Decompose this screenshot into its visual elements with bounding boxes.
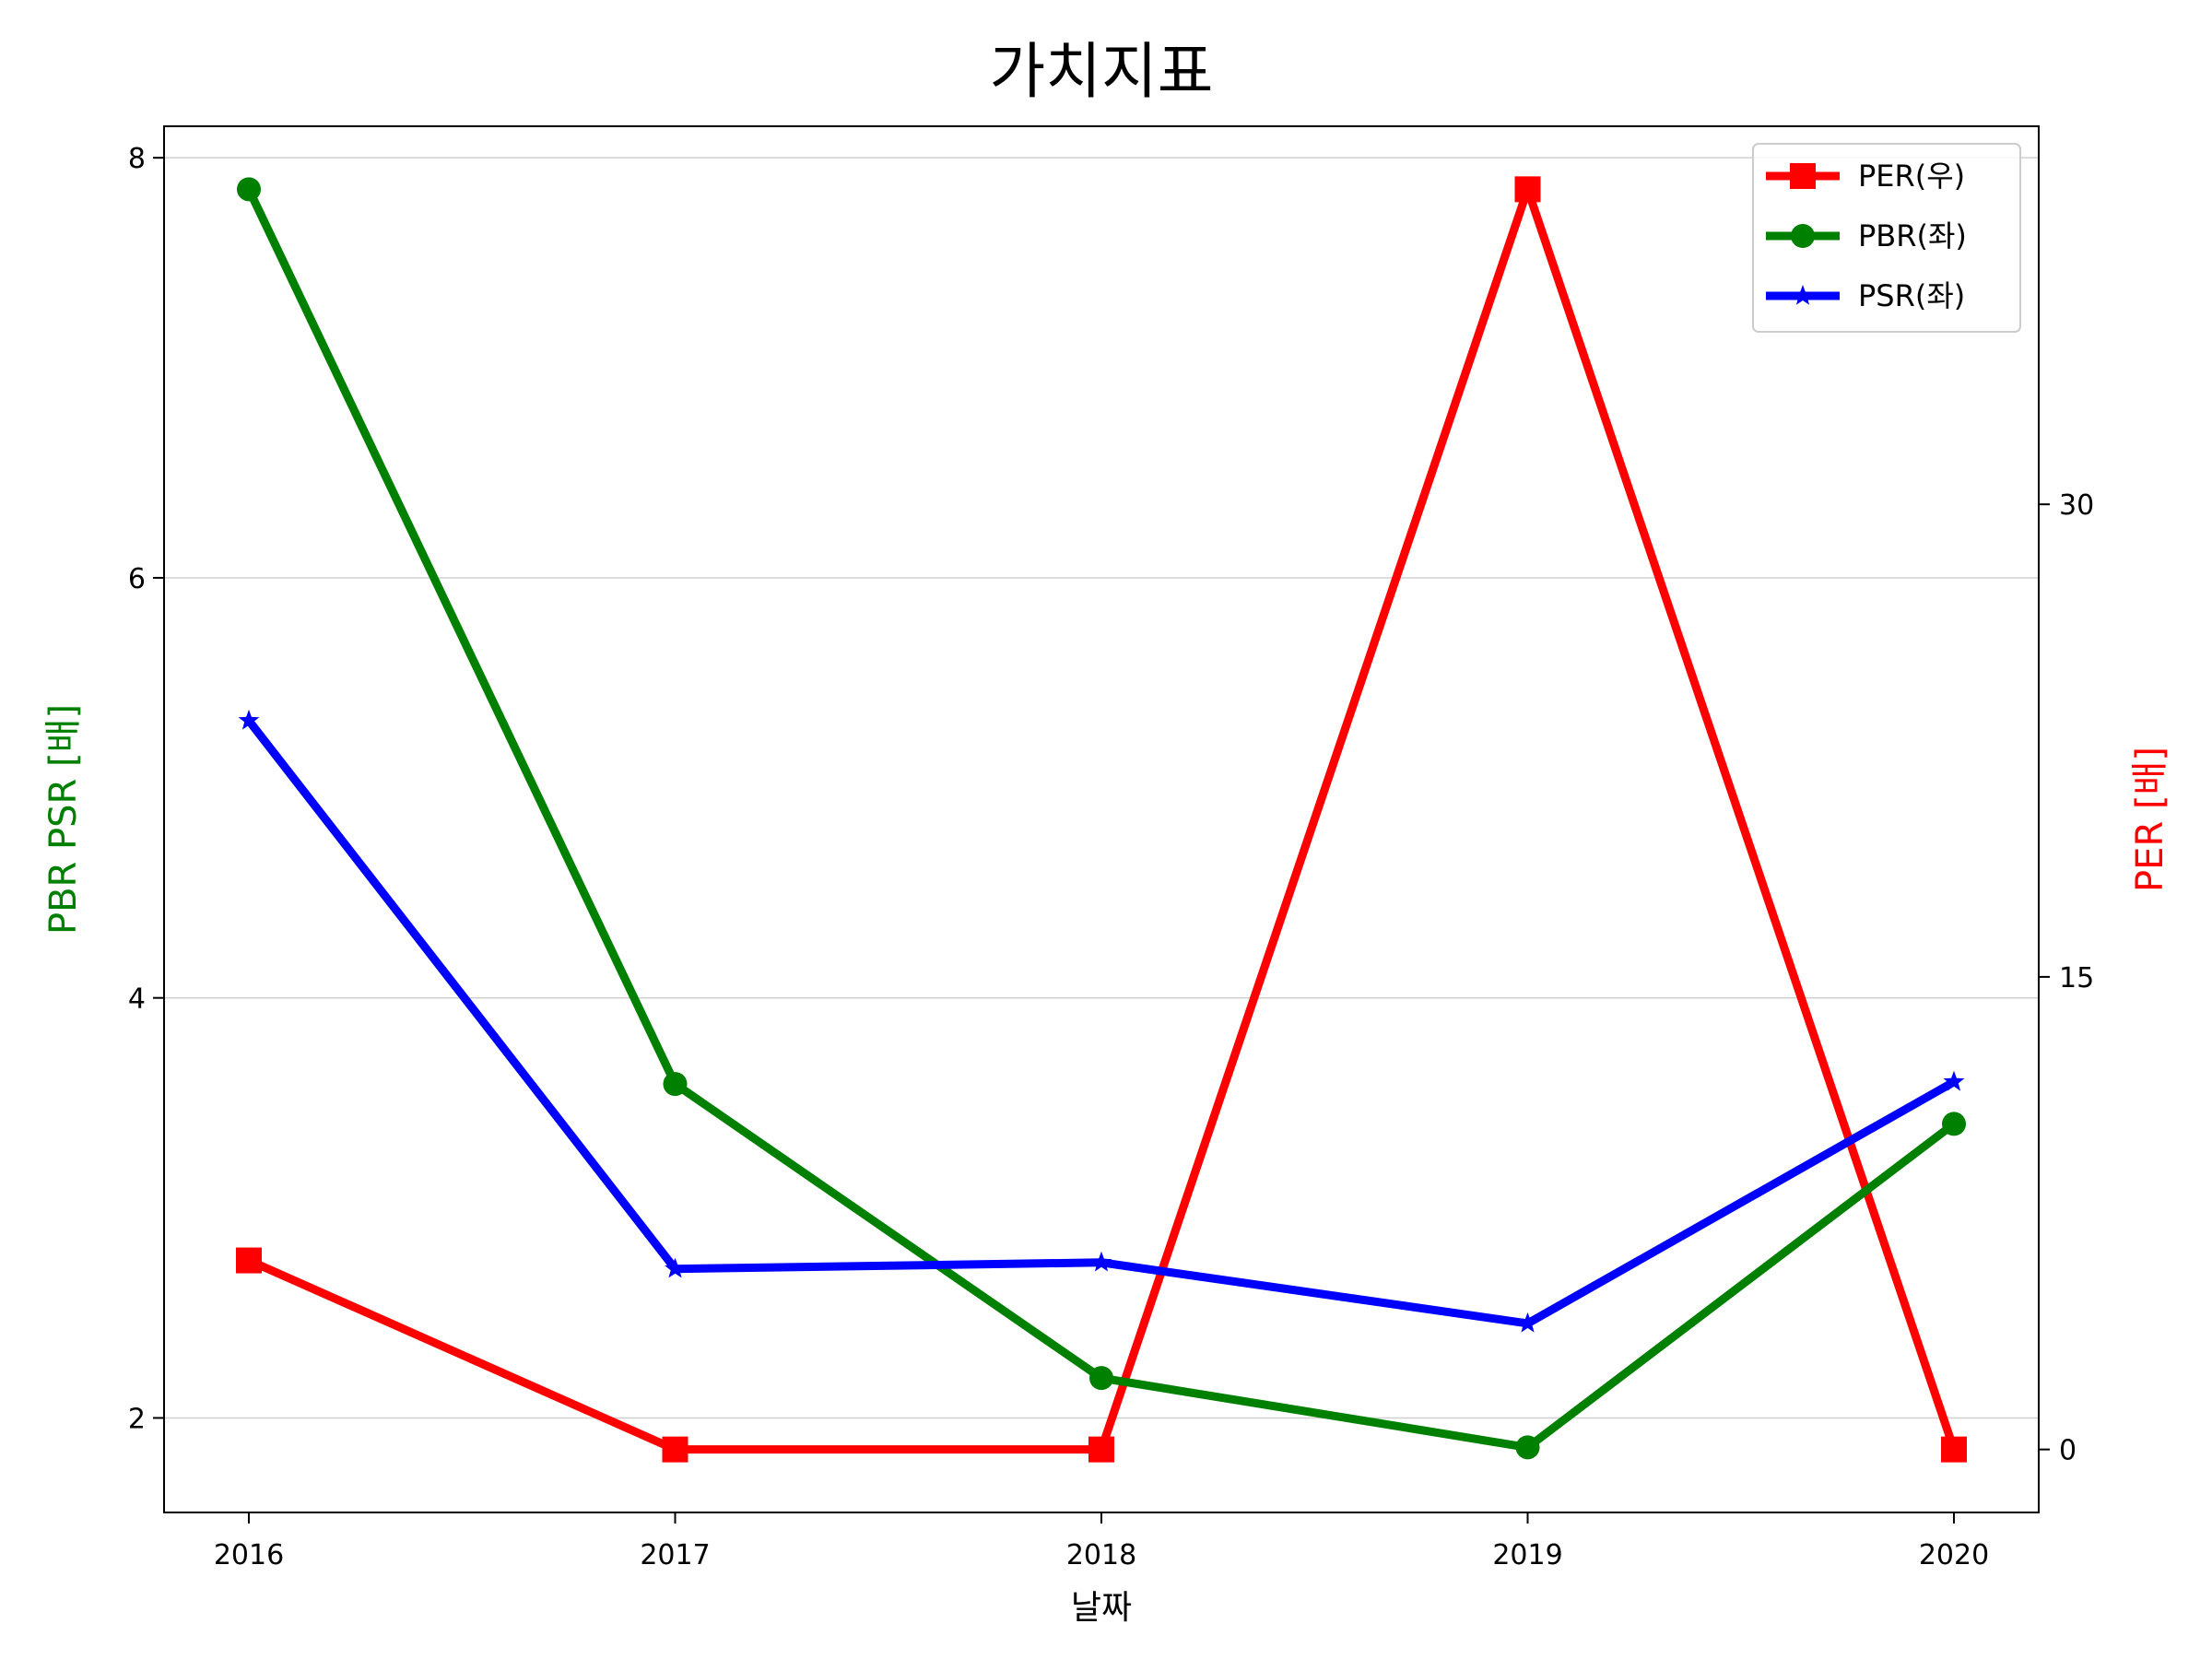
axes-layer: 2 4 6 8 0 15 30 2016 2017 2018 2019 2020: [128, 143, 2094, 1571]
data-point: [663, 1072, 688, 1097]
data-point: [1942, 1112, 1966, 1136]
y-left-tick-label: 8: [128, 143, 146, 175]
chart-title: 가치지표: [990, 36, 1214, 107]
legend-marker: [1791, 224, 1815, 248]
data-point: [1517, 1312, 1538, 1333]
data-point: [1941, 1436, 1967, 1463]
data-point: [1088, 1436, 1114, 1463]
y-right-tick-label: 0: [2059, 1435, 2077, 1467]
data-point: [1943, 1070, 1965, 1091]
plot-frame: [163, 125, 2040, 1513]
data-point: [665, 1257, 686, 1278]
legend-marker: [1790, 163, 1816, 189]
legend-label: PSR(좌): [1858, 278, 1965, 313]
series-line: [245, 718, 1957, 1328]
y-right-tick-label: 30: [2059, 489, 2094, 522]
data-point: [1514, 176, 1541, 203]
x-tick-label: 2016: [214, 1539, 284, 1571]
data-point: [1515, 1435, 1540, 1460]
legend-label: PER(우): [1858, 159, 1965, 194]
legend-label: PBR(좌): [1858, 218, 1967, 253]
legend-marker: [1792, 285, 1814, 305]
data-point: [1089, 1366, 1113, 1391]
data-point: [236, 1247, 262, 1274]
y-axis-left-title: PBR PSR [배]: [42, 704, 85, 935]
x-tick-label: 2019: [1492, 1539, 1562, 1571]
x-tick-label: 2020: [1919, 1539, 1989, 1571]
legend: PER(우) PBR(좌) PSR(좌): [1752, 143, 2021, 333]
data-point: [1090, 1251, 1112, 1272]
x-axis-title: 날짜: [1071, 1589, 1132, 1627]
legend-box: [1752, 143, 2021, 333]
y-left-tick-label: 4: [128, 983, 146, 1016]
y-axis-right-title: PER [배]: [2129, 747, 2171, 892]
data-point: [238, 709, 260, 730]
x-tick-label: 2018: [1066, 1539, 1136, 1571]
data-point: [237, 177, 261, 202]
grid-layer: [164, 157, 2039, 1419]
x-tick-label: 2017: [640, 1539, 710, 1571]
y-left-tick-label: 6: [128, 563, 146, 595]
series-layer: [236, 176, 1967, 1463]
data-point: [662, 1436, 688, 1463]
y-right-tick-label: 15: [2059, 962, 2094, 994]
y-left-tick-label: 2: [128, 1403, 146, 1435]
